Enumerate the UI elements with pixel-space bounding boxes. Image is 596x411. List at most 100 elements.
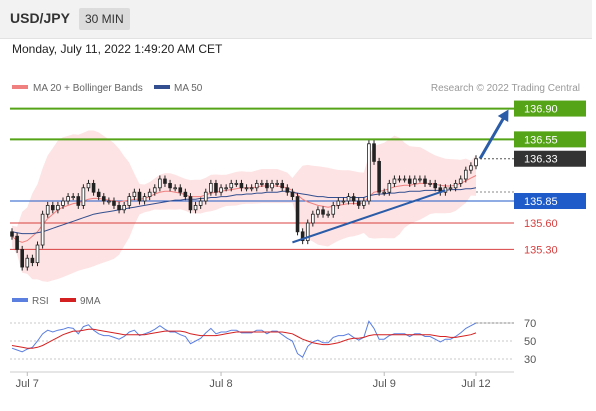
candle-body [158,178,162,189]
candle-body [66,196,70,202]
candle-body [351,196,356,202]
level-badge-136-55 [514,131,586,148]
candle-body [418,178,422,181]
candle-body [214,182,218,193]
candle-body [224,187,228,190]
chart-datetime: Monday, July 11, 2022 1:49:20 AM CET [12,42,223,56]
candle-body [290,191,295,198]
candle-body [346,196,351,202]
candle-body [10,231,14,237]
legend-swatch-ma20 [12,85,28,89]
legend-swatch-ma50 [154,85,170,89]
candle-body [35,244,40,264]
x-tick-label: Jul 9 [373,378,396,390]
candle-body [50,205,55,211]
candle-body [362,200,366,206]
candle-body [270,182,274,189]
candle-body [280,182,285,189]
level-badge-136-90 [514,100,586,117]
candle-body [249,187,254,190]
x-tick-label: Jul 8 [209,378,232,390]
candle-body [168,182,172,189]
candle-body [254,182,259,189]
rsi-tick-label-30: 30 [524,354,536,366]
candle-body [40,213,45,246]
last-price-label: 136.33 [524,154,558,166]
candle-body [117,205,121,211]
candle-body [45,205,50,215]
candle-body [377,160,381,193]
credit-text: Research © 2022 Trading Central [431,83,580,94]
candle-body [463,169,468,180]
candle-body [305,222,310,242]
candle-body [193,205,198,211]
candle-body [239,182,244,189]
candle-body [326,213,330,216]
candle-body [367,143,371,202]
candle-body [132,191,137,198]
candle-body [423,178,427,184]
candle-body [336,200,341,206]
candle-body [25,257,30,268]
legend-swatch-9ma [60,298,76,302]
candle-body [61,200,65,206]
legend-label-ma20: MA 20 + Bollinger Bands [33,83,143,94]
ma50-line [11,187,477,235]
candle-body [142,196,147,202]
candle-body [183,191,188,198]
candle-body [163,178,167,184]
candle-body [71,196,75,199]
candle-body [96,191,101,198]
candle-body [76,196,81,206]
candle-body [178,187,183,193]
candle-body [285,187,290,193]
rsi-ma-line [11,328,477,349]
candle-body [56,205,60,211]
timeframe-button[interactable]: 30 MIN [79,8,130,30]
candle-body [107,200,111,203]
candle-body [311,213,315,224]
candle-body [265,182,269,189]
level-label-136-90: 136.90 [524,104,558,116]
candle-body [275,182,279,185]
candle-body [219,187,223,193]
candle-body [244,187,249,190]
level-label-135-30: 135.30 [524,244,558,256]
candle-body [295,196,300,233]
candle-body [469,165,473,171]
candle-body [260,182,264,185]
candle-body [474,158,478,167]
legend-label-rsi: RSI [32,296,49,307]
rsi-tick-label-70: 70 [524,318,536,330]
x-tick-label: Jul 7 [16,378,39,390]
candle-body [20,249,25,268]
candle-body [188,196,193,211]
candle-body [453,182,458,189]
candle-body [382,191,387,194]
legend-label-9ma: 9MA [80,296,101,307]
x-tick-label: Jul 12 [461,378,490,390]
forecast-arrowhead [497,109,509,122]
candle-body [30,257,35,264]
last-price-badge [514,150,586,167]
candle-body [127,196,132,206]
candle-body [397,178,402,181]
legend-label-ma50: MA 50 [174,83,203,94]
candle-body [433,182,438,189]
candle-body [112,200,116,206]
candle-body [402,178,407,181]
candle-body [341,200,346,203]
candle-body [387,182,392,193]
candle-body [91,182,96,193]
candle-body [356,200,361,206]
candle-body [137,191,142,202]
candle-body [413,178,417,184]
candle-body [173,187,177,190]
candle-body [321,209,325,215]
candle-body [407,178,412,184]
candle-body [147,191,152,198]
legend-swatch-rsi [12,298,28,302]
symbol-title: USD/JPY [10,10,70,26]
